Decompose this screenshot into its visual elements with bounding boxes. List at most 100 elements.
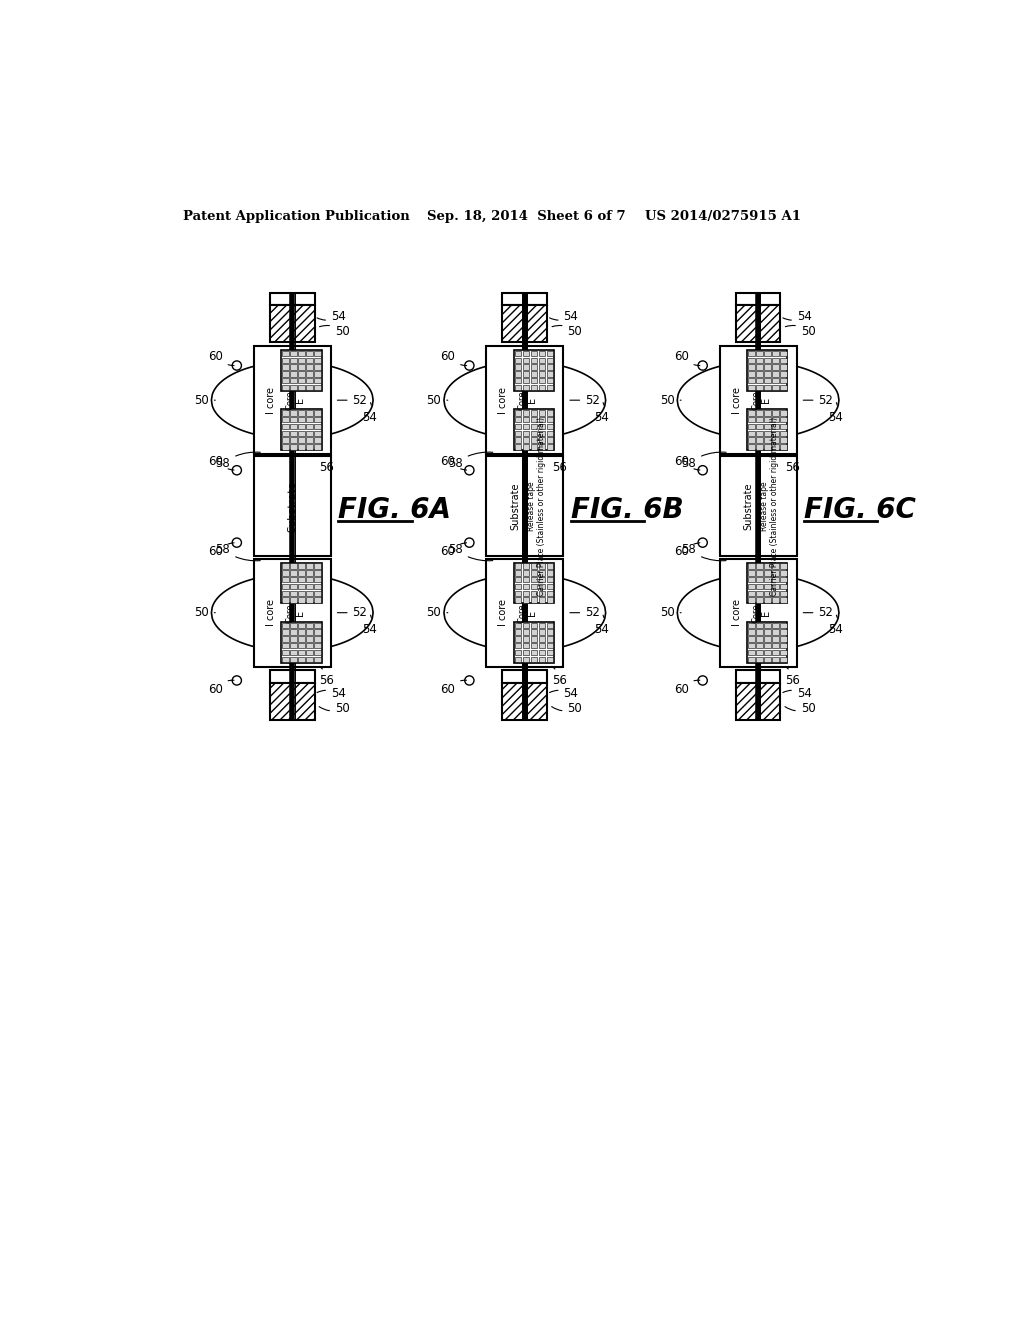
Bar <box>756 424 763 429</box>
Text: 58: 58 <box>681 543 726 561</box>
Bar <box>764 656 770 663</box>
Bar <box>756 351 763 356</box>
Bar <box>749 437 755 442</box>
Bar <box>772 378 778 383</box>
Bar <box>283 598 289 603</box>
Bar <box>290 570 297 576</box>
Bar <box>780 430 786 436</box>
Text: 52: 52 <box>570 393 600 407</box>
Bar <box>306 590 312 595</box>
Bar <box>314 364 321 370</box>
Bar <box>298 583 305 589</box>
Bar <box>780 437 786 442</box>
Bar <box>756 623 763 628</box>
Bar <box>290 649 297 655</box>
Bar <box>523 430 529 436</box>
Bar <box>764 636 770 642</box>
Text: 56: 56 <box>319 454 335 474</box>
Bar <box>756 378 763 383</box>
Bar <box>749 371 755 376</box>
Bar <box>298 564 305 569</box>
Text: Core: Core <box>286 603 295 623</box>
Bar <box>539 378 545 383</box>
Bar <box>756 358 763 363</box>
Bar <box>764 564 770 569</box>
Bar <box>298 570 305 576</box>
Bar <box>780 623 786 628</box>
Bar <box>314 424 321 429</box>
Bar <box>547 371 553 376</box>
Bar <box>756 417 763 422</box>
Bar <box>298 643 305 648</box>
Bar <box>515 424 521 429</box>
Text: E: E <box>295 397 305 403</box>
Bar <box>749 656 755 663</box>
Bar <box>283 411 289 416</box>
Bar <box>749 430 755 436</box>
Text: 54: 54 <box>317 688 346 701</box>
Bar <box>523 583 529 589</box>
Bar <box>298 358 305 363</box>
PathPatch shape <box>677 574 839 651</box>
Bar <box>254 346 331 454</box>
Bar <box>539 430 545 436</box>
Bar <box>290 437 297 442</box>
Bar <box>764 570 770 576</box>
Bar <box>523 411 529 416</box>
Bar <box>290 636 297 642</box>
Text: 60: 60 <box>440 543 467 558</box>
Bar <box>772 630 778 635</box>
Bar <box>749 424 755 429</box>
Bar <box>530 630 538 635</box>
Bar <box>515 590 521 595</box>
Bar <box>523 424 529 429</box>
Bar <box>756 437 763 442</box>
Bar <box>515 564 521 569</box>
Bar <box>780 411 786 416</box>
Text: 60: 60 <box>674 680 699 696</box>
Text: Core: Core <box>752 603 760 623</box>
Bar <box>523 623 529 628</box>
Bar <box>503 682 547 719</box>
Bar <box>298 430 305 436</box>
Bar <box>290 351 297 356</box>
Bar <box>523 378 529 383</box>
Bar <box>547 649 553 655</box>
Bar <box>515 411 521 416</box>
Bar <box>772 437 778 442</box>
Bar <box>486 457 563 557</box>
Text: 60: 60 <box>440 454 467 470</box>
Bar <box>780 583 786 589</box>
Bar <box>314 437 321 442</box>
Bar <box>290 371 297 376</box>
Bar <box>314 358 321 363</box>
Bar <box>306 577 312 582</box>
Bar <box>772 570 778 576</box>
Bar <box>523 371 529 376</box>
Bar <box>314 444 321 450</box>
Bar <box>547 583 553 589</box>
Bar <box>283 430 289 436</box>
Bar <box>756 385 763 391</box>
Bar <box>539 649 545 655</box>
Bar <box>756 364 763 370</box>
Text: E: E <box>761 397 771 403</box>
Bar <box>764 630 770 635</box>
Bar <box>539 424 545 429</box>
Bar <box>306 424 312 429</box>
Bar <box>547 385 553 391</box>
Bar <box>523 437 529 442</box>
Bar <box>314 417 321 422</box>
Bar <box>283 378 289 383</box>
Bar <box>486 346 563 454</box>
Bar <box>270 293 314 305</box>
Bar <box>749 417 755 422</box>
Bar <box>772 444 778 450</box>
PathPatch shape <box>444 362 605 438</box>
Bar <box>290 577 297 582</box>
Bar <box>547 630 553 635</box>
Bar <box>547 444 553 450</box>
Bar <box>749 649 755 655</box>
Bar <box>530 417 538 422</box>
Text: 50: 50 <box>785 702 815 715</box>
